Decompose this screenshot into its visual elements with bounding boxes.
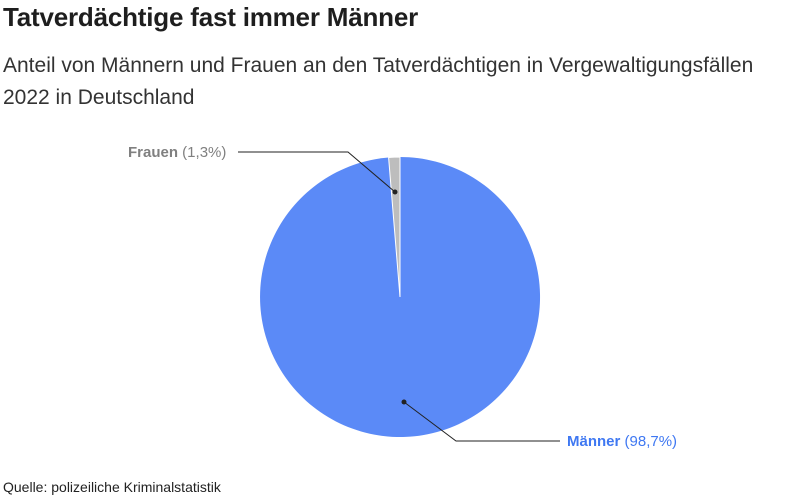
frauen-label-name: Frauen — [128, 144, 178, 161]
maenner-leader-dot — [401, 399, 407, 405]
pie-leader-lines — [238, 151, 560, 442]
chart-subtitle: Anteil von Männern und Frauen an den Tat… — [3, 54, 754, 109]
frauen-label-value: (1,3%) — [178, 144, 226, 161]
pie-labels: Frauen (1,3%) Männer (98,7%) — [128, 144, 677, 450]
maenner-label-name: Männer — [567, 433, 621, 450]
maenner-leader-line — [403, 401, 560, 442]
source-note: Quelle: polizeiliche Kriminalstatistik — [3, 479, 221, 495]
maenner-label: Männer (98,7%) — [567, 433, 677, 450]
maenner-label-value: (98,7%) — [620, 433, 677, 450]
frauen-leader-line — [238, 151, 396, 193]
chart-title: Tatverdächtige fast immer Männer — [3, 2, 419, 32]
pie-slices — [260, 156, 541, 437]
frauen-label: Frauen (1,3%) — [128, 144, 226, 161]
frauen-leader-dot — [392, 189, 398, 195]
